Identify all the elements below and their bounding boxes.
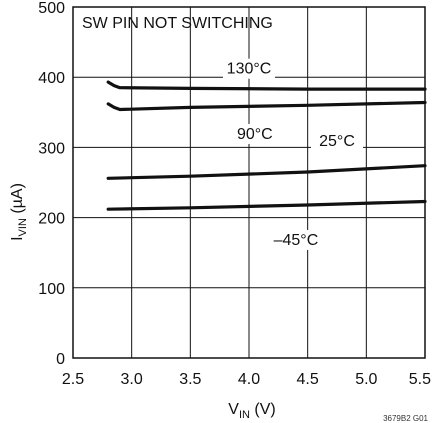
series-label-bg [228, 123, 281, 144]
y-tick-label: 300 [38, 140, 65, 157]
series-label: –45°C [274, 232, 319, 249]
series-line [106, 100, 427, 112]
x-tick-label: 4.0 [238, 371, 260, 388]
series-line [106, 199, 427, 211]
y-tick-label: 400 [38, 70, 65, 87]
x-tick-label: 2.5 [62, 371, 84, 388]
series-label: 25°C [319, 133, 355, 150]
series-lines [106, 80, 427, 211]
annotation-text: SW PIN NOT SWITCHING [82, 15, 273, 32]
series-label-bg [269, 229, 322, 250]
series-line [106, 80, 427, 91]
figure-code: 3679B2 G01 [383, 414, 428, 423]
x-tick-label: 3.0 [121, 371, 143, 388]
x-tick-label: 5.5 [409, 371, 431, 388]
y-tick-label: 500 [38, 0, 65, 17]
x-tick-label: 4.5 [297, 371, 319, 388]
x-tick-label: 5.0 [355, 371, 377, 388]
series-label-bg [311, 130, 363, 151]
series-label: 90°C [237, 126, 273, 143]
series-label-bg [223, 58, 275, 79]
series-line [106, 164, 427, 180]
x-tick-labels: 2.5 3.0 3.5 4.0 4.5 5.0 5.5 [62, 371, 431, 388]
y-tick-label: 100 [38, 281, 65, 298]
series-labels: 130°C 90°C 25°C –45°C [223, 58, 363, 250]
plot-frame [72, 6, 426, 359]
series-label: 130°C [227, 61, 272, 78]
y-tick-labels: 0 100 200 300 400 500 [38, 0, 65, 368]
x-axis-label: VIN (V) [228, 401, 275, 421]
y-axis-label: IVIN (µA) [9, 183, 29, 241]
y-tick-label: 200 [38, 211, 65, 228]
x-tick-label: 3.5 [179, 371, 201, 388]
y-tick-label: 0 [56, 351, 65, 368]
